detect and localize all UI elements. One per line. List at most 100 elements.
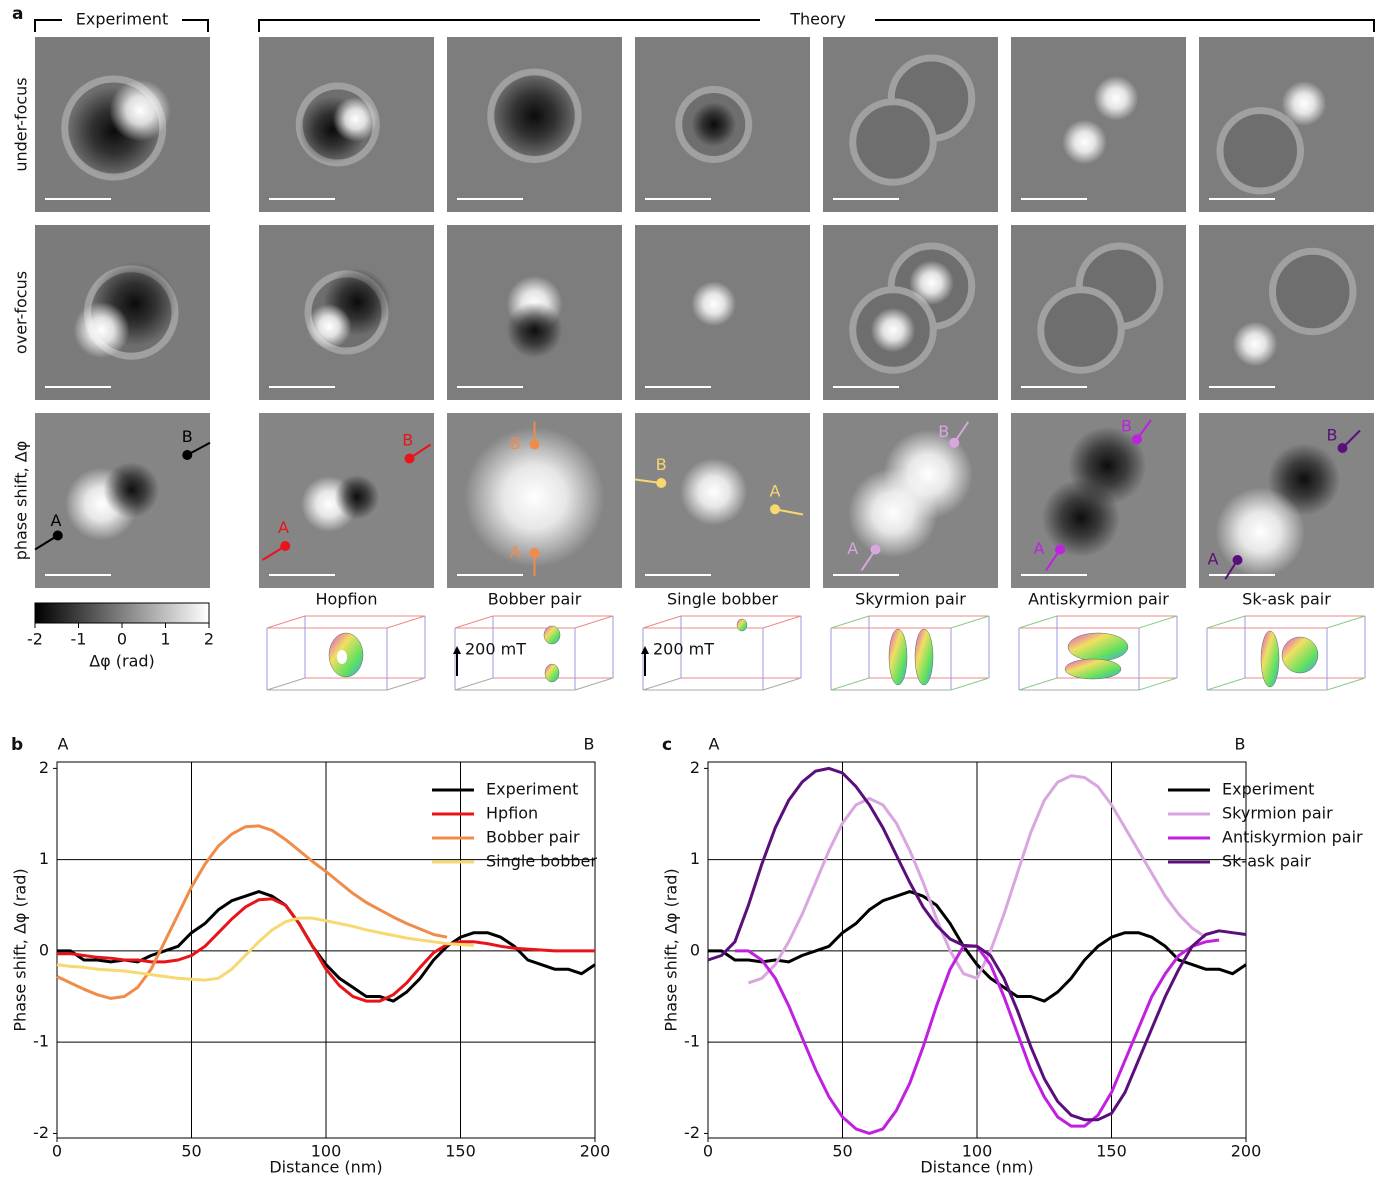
texture	[1282, 637, 1318, 673]
point-label: B	[402, 431, 413, 450]
dark-spot	[507, 302, 563, 358]
colorbar-tick-label: -1	[71, 630, 87, 649]
bright-spot	[691, 281, 736, 326]
x-tick-label: 0	[703, 1142, 713, 1161]
x-tick-label: 50	[832, 1142, 852, 1161]
bright-spot	[871, 308, 916, 353]
field-label: 200 mT	[653, 640, 714, 659]
box-edge	[951, 678, 989, 690]
point-label: A	[1208, 550, 1219, 569]
legend-label: Antiskyrmion pair	[1222, 828, 1363, 847]
field-arrowhead	[453, 646, 461, 654]
point-label: B	[656, 455, 667, 474]
marker-dot	[1233, 555, 1243, 565]
x-tick-label: 150	[445, 1142, 476, 1161]
box-edge	[1207, 678, 1245, 690]
ring	[1041, 290, 1122, 371]
legend-label: Experiment	[1222, 780, 1314, 799]
box-edge	[763, 616, 801, 628]
point-label: A	[1034, 539, 1045, 558]
figure: a Experiment Theory Δφ (rad) under-focus…	[0, 0, 1389, 1184]
box-edge	[643, 678, 681, 690]
marker-dot	[1338, 443, 1348, 453]
y-tick-label: 1	[690, 849, 700, 868]
bright-spot	[333, 97, 378, 142]
bright-spot	[1094, 76, 1139, 121]
box-edge	[1019, 678, 1057, 690]
dark-spot	[103, 462, 159, 518]
bright-spot	[909, 260, 954, 305]
x-tick-label: 150	[1096, 1142, 1127, 1161]
column-label: Sk-ask pair	[1242, 590, 1331, 609]
box-edge	[831, 678, 869, 690]
point-label: A	[51, 511, 62, 530]
marker-dot	[280, 541, 290, 551]
annotation: B	[1235, 735, 1246, 754]
series-line	[57, 918, 474, 980]
texture	[545, 664, 559, 682]
x-tick-label: 50	[181, 1142, 201, 1161]
point-label: B	[938, 422, 949, 441]
colorbar	[35, 603, 209, 623]
legend-label: Skyrmion pair	[1222, 804, 1333, 823]
ring	[1220, 111, 1301, 192]
x-tick-label: 200	[580, 1142, 611, 1161]
box-edge	[455, 616, 493, 628]
dark-spot	[493, 74, 577, 158]
field-label: 200 mT	[465, 640, 526, 659]
texture-hole	[337, 650, 347, 664]
texture	[544, 626, 560, 644]
colorbar-tick-label: -2	[27, 630, 43, 649]
point-label: A	[510, 543, 521, 562]
texture	[1261, 631, 1279, 687]
y-tick-label: 0	[39, 940, 49, 959]
box-edge	[1139, 678, 1177, 690]
bright-spot	[1215, 487, 1305, 577]
bright-spot	[307, 304, 352, 349]
box-edge	[1139, 616, 1177, 628]
dark-spot	[335, 475, 380, 520]
texture	[889, 629, 907, 685]
texture	[915, 629, 933, 685]
y-tick-label: -2	[684, 1123, 700, 1142]
bright-spot	[74, 302, 130, 358]
annotation: A	[709, 735, 720, 754]
x-axis-label: Distance (nm)	[920, 1158, 1033, 1177]
bright-spot	[680, 458, 747, 525]
annotation: A	[58, 735, 69, 754]
legend-label: Hpfion	[486, 804, 538, 823]
marker-dot	[530, 548, 540, 558]
annotation: B	[584, 735, 595, 754]
y-tick-label: 2	[39, 758, 49, 777]
marker-dot	[182, 450, 192, 460]
y-tick-label: 0	[690, 940, 700, 959]
ring	[1273, 251, 1354, 332]
field-arrowhead	[641, 646, 649, 654]
theory-header: Theory	[789, 10, 846, 29]
y-tick-label: -2	[33, 1123, 49, 1142]
box-edge	[1019, 616, 1057, 628]
texture	[1065, 659, 1121, 679]
texture	[1068, 633, 1128, 661]
marker-dot	[656, 478, 666, 488]
colorbar-tick-label: 2	[204, 630, 214, 649]
box-edge	[831, 616, 869, 628]
box-edge	[267, 678, 305, 690]
marker-dot	[1055, 545, 1065, 555]
y-tick-label: -1	[33, 1032, 49, 1051]
point-label: A	[770, 481, 781, 500]
panel-label: b	[11, 735, 23, 755]
x-axis-label: Distance (nm)	[269, 1158, 382, 1177]
point-label: B	[1121, 417, 1132, 436]
bright-spot	[109, 80, 171, 142]
marker-dot	[405, 454, 415, 464]
point-label: B	[1327, 425, 1338, 444]
y-tick-label: -1	[684, 1032, 700, 1051]
series-line	[57, 826, 447, 999]
bright-spot	[1233, 322, 1278, 367]
box-edge	[267, 616, 305, 628]
texture	[737, 619, 747, 631]
dark-spot	[1042, 479, 1120, 557]
bright-spot	[1282, 81, 1327, 126]
box-edge	[1327, 678, 1365, 690]
